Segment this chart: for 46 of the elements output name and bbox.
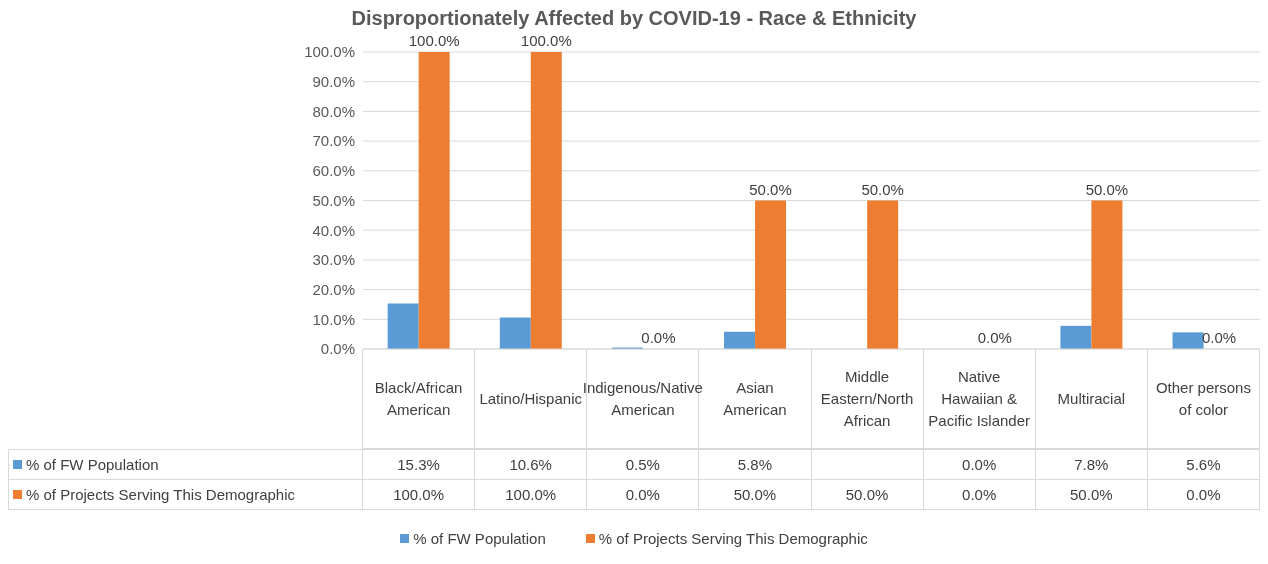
data-label: 0.0% — [923, 450, 1036, 480]
x-tick-label: Native Hawaiian & Pacific Islander — [923, 349, 1036, 449]
data-label: 10.6% — [475, 450, 588, 480]
text: % of Projects Serving This Demographic — [26, 486, 296, 503]
data-label: 50.0% — [811, 480, 924, 510]
y-tick-label: 40.0% — [312, 221, 355, 239]
data-label: 5.6% — [1147, 450, 1260, 480]
y-tick-label: 80.0% — [312, 102, 355, 120]
x-tick-label: Black/African American — [363, 349, 476, 449]
y-tick-label: 90.0% — [312, 73, 355, 91]
legend-label: % of FW Population — [413, 530, 546, 547]
legend-label: % of Projects Serving This Demographic — [598, 530, 868, 547]
text: 0.0% — [977, 328, 1012, 346]
x-tick-label: Middle Eastern/North African — [811, 349, 924, 449]
x-tick-label: Latino/Hispanic — [479, 389, 582, 407]
data-label: 0.0% — [1147, 480, 1260, 510]
x-tick-label: Asian American — [723, 378, 787, 418]
x-tick-label: Multiracial — [1035, 349, 1148, 449]
x-tick-label: Indigenous/Native American — [582, 377, 703, 420]
data-label: 7.8% — [1035, 450, 1148, 480]
data-label: 100.0% — [475, 480, 588, 510]
y-tick-label: 60.0% — [312, 162, 355, 180]
data-label: 50.0% — [699, 480, 812, 510]
data-label: 15.3% — [363, 450, 476, 480]
text: 50.0% — [749, 180, 792, 198]
data-label: 0.0% — [923, 480, 1036, 510]
y-tick-label: 0.0% — [320, 340, 355, 358]
data-label: 0.0% — [587, 480, 700, 510]
y-tick-label: 10.0% — [312, 310, 355, 328]
text: 50.0% — [861, 180, 904, 198]
chart-title: Disproportionately Affected by COVID-19 - Race & Ethnicity — [350, 7, 918, 29]
text: 100.0% — [520, 32, 572, 49]
data-label: 0.5% — [587, 450, 700, 480]
text: 50.0% — [1085, 180, 1129, 198]
data-label: 5.8% — [699, 450, 812, 480]
y-tick-label: 50.0% — [312, 191, 355, 209]
y-tick-label: 70.0% — [312, 132, 355, 150]
y-tick-label: 100.0% — [304, 43, 355, 61]
y-tick-label: 30.0% — [312, 251, 355, 269]
y-tick-label: 20.0% — [312, 280, 355, 298]
text: 100.0% — [408, 32, 460, 49]
data-label: 100.0% — [363, 480, 476, 510]
text: % of FW Population — [26, 456, 159, 473]
text: 0.0% — [641, 328, 676, 346]
x-tick-label: Other persons of color — [1147, 349, 1260, 449]
data-label: 50.0% — [1035, 480, 1148, 510]
